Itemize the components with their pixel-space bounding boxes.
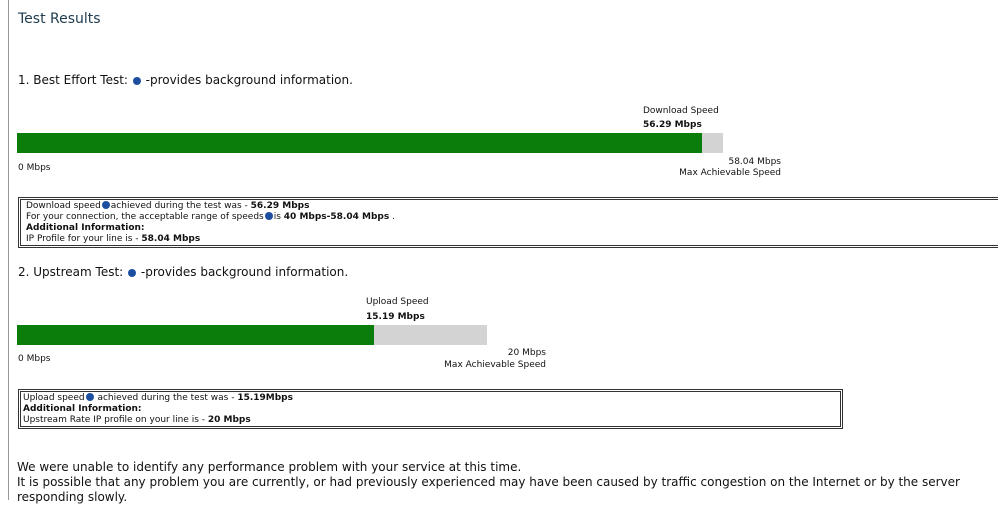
help-icon[interactable] — [132, 77, 141, 85]
min-label: 0 Mbps — [18, 354, 51, 364]
speed-value: 15.19 Mbps — [366, 312, 425, 322]
help-icon[interactable] — [85, 393, 94, 401]
left-border — [8, 0, 9, 500]
max-label: 20 Mbps — [507, 348, 546, 358]
speed-value: 56.29 Mbps — [643, 120, 702, 130]
info-link[interactable]: -provides background information. — [145, 73, 353, 87]
text: responding slowly. — [17, 490, 128, 504]
range: 40 Mbps-58.04 Mbps — [283, 212, 390, 222]
speed-caption: Upload Speed — [366, 297, 429, 307]
profile: 20 Mbps — [207, 415, 251, 425]
section-heading: 1. Best Effort Test: -provides backgroun… — [18, 73, 353, 87]
heading: 1. Best Effort Test: — [18, 73, 128, 87]
speed: 56.29 Mbps — [250, 201, 310, 211]
help-icon[interactable] — [264, 212, 273, 220]
title: Test Results — [18, 11, 101, 27]
profile: 58.04 Mbps — [141, 234, 201, 244]
speed: 15.19Mbps — [237, 393, 293, 403]
text: Upload speed — [23, 393, 85, 403]
help-icon[interactable] — [101, 201, 110, 209]
heading: 2. Upstream Test: — [18, 265, 124, 279]
speed-caption: Download Speed — [643, 106, 719, 116]
text: IP Profile for your line is - — [26, 234, 142, 244]
text: For your connection, the acceptable rang… — [26, 212, 264, 222]
result-box: Upload speed achieved during the test wa… — [18, 389, 843, 429]
text: Download speed — [26, 201, 101, 211]
text: is — [273, 212, 284, 222]
footer: We were unable to identify any performan… — [17, 460, 960, 505]
text: . — [389, 212, 395, 222]
text: Upstream Rate IP profile on your line is… — [23, 415, 208, 425]
max-caption: Max Achievable Speed — [444, 360, 546, 370]
text: We were unable to identify any performan… — [17, 460, 522, 474]
max-label: 58.04 Mbps — [728, 157, 781, 167]
text: It is possible that any problem you are … — [17, 475, 960, 489]
section-heading: 2. Upstream Test: -provides background i… — [18, 265, 348, 279]
speed-bar — [17, 133, 702, 153]
info: Additional Information: — [23, 404, 142, 414]
info-link[interactable]: -provides background information. — [140, 265, 349, 279]
max-caption: Max Achievable Speed — [679, 168, 781, 178]
help-icon[interactable] — [128, 269, 137, 277]
info: Additional Information: — [26, 223, 145, 233]
speed-bar — [17, 325, 374, 345]
text: achieved during the test was - — [94, 393, 238, 403]
min-label: 0 Mbps — [18, 163, 51, 173]
text: achieved during the test was - — [110, 201, 251, 211]
result-box: Download speed achieved during the test w… — [18, 197, 998, 248]
